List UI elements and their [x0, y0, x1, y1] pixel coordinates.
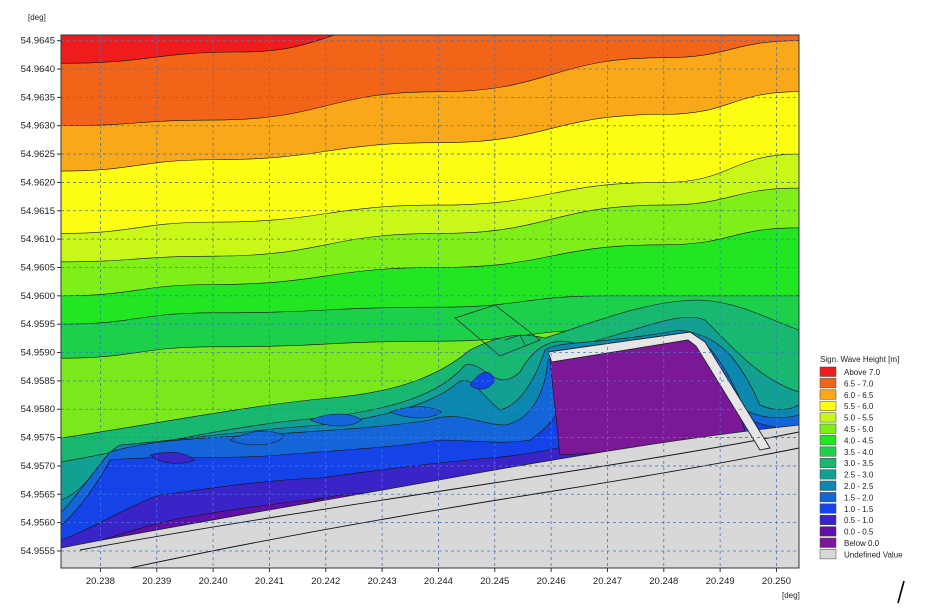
- legend-label: 6.5 - 7.0: [844, 379, 874, 388]
- legend-label: Undefined Value: [844, 550, 903, 559]
- legend-swatch: [819, 457, 837, 468]
- contour-band: [61, 35, 336, 64]
- y-tick-label: 54.9590: [21, 348, 55, 359]
- y-unit-label: [deg]: [28, 13, 46, 22]
- legend-swatch: [819, 366, 837, 377]
- legend-swatch: [819, 423, 837, 434]
- legend: Sign. Wave Height [m] Above 7.0 6.5 - 7.0…: [819, 355, 903, 560]
- legend-swatch: [819, 389, 837, 400]
- contour-bands: [61, 35, 799, 359]
- y-tick-label: 54.9600: [21, 291, 55, 302]
- legend-label: 4.5 - 5.0: [844, 425, 874, 434]
- y-tick-label: 54.9635: [21, 92, 55, 103]
- y-tick-label: 54.9555: [21, 546, 55, 557]
- y-tick-label: 54.9565: [21, 489, 55, 500]
- x-tick-label: 20.242: [311, 576, 340, 587]
- legend-label: 5.5 - 6.0: [844, 402, 874, 411]
- legend-label: 5.0 - 5.5: [844, 414, 874, 423]
- legend-swatch: [819, 435, 837, 446]
- surf-pocket: [309, 413, 363, 427]
- legend-swatch: [819, 412, 837, 423]
- legend-swatch: [819, 503, 837, 514]
- x-tick-label: 20.248: [649, 576, 678, 587]
- y-tick-label: 54.9615: [21, 206, 55, 217]
- legend-swatch: [819, 469, 837, 480]
- legend-label: 1.0 - 1.5: [844, 505, 874, 514]
- legend-label: 0.0 - 0.5: [844, 528, 874, 537]
- y-tick-label: 54.9640: [21, 64, 55, 75]
- y-tick-label: 54.9605: [21, 262, 55, 273]
- legend-label: 3.5 - 4.0: [844, 448, 874, 457]
- x-tick-label: 20.246: [537, 576, 566, 587]
- y-tick-label: 54.9595: [21, 319, 55, 330]
- x-tick-label: 20.238: [86, 576, 115, 587]
- legend-label: 1.5 - 2.0: [844, 493, 874, 502]
- legend-label: 3.0 - 3.5: [844, 459, 874, 468]
- contour-band: [61, 35, 799, 127]
- x-tick-label: 20.247: [593, 576, 622, 587]
- y-tick-label: 54.9630: [21, 121, 55, 132]
- legend-label: Above 7.0: [844, 368, 881, 377]
- y-tick-label: 54.9585: [21, 376, 55, 387]
- x-axis-ticks: 20.238 20.239 20.240 20.241 20.242 20.243 20.2…: [86, 568, 791, 587]
- y-tick-label: 54.9560: [21, 518, 55, 529]
- legend-swatch: [819, 492, 837, 503]
- surf-pocket: [149, 452, 196, 464]
- legend-swatch: [819, 514, 837, 525]
- x-tick-label: 20.244: [424, 576, 453, 587]
- land-region: [61, 424, 799, 568]
- legend-swatch: [819, 526, 837, 537]
- legend-swatch: [819, 480, 837, 491]
- plot-area: [61, 35, 799, 568]
- surf-pocket: [229, 430, 286, 446]
- legend-swatch: [819, 549, 837, 560]
- x-tick-label: 20.249: [706, 576, 735, 587]
- y-tick-label: 54.9570: [21, 461, 55, 472]
- road-line: [129, 447, 799, 568]
- x-tick-label: 20.245: [480, 576, 509, 587]
- y-axis-ticks: 54.9555 54.9560 54.9565 54.9570 54.9575 54.95…: [21, 36, 61, 557]
- legend-swatch: [819, 537, 837, 548]
- legend-label: 6.0 - 6.5: [844, 391, 874, 400]
- legend-label: 2.0 - 2.5: [844, 482, 874, 491]
- y-tick-label: 54.9620: [21, 177, 55, 188]
- x-tick-label: 20.243: [368, 576, 397, 587]
- legend-label: Below 0.0: [844, 539, 880, 548]
- coastline-line: [79, 431, 799, 551]
- x-tick-label: 20.241: [255, 576, 284, 587]
- structure-detail: [504, 334, 526, 346]
- y-tick-label: 54.9575: [21, 433, 55, 444]
- legend-swatch: [819, 446, 837, 457]
- grid-lines: [61, 35, 799, 568]
- land-fill: [61, 424, 799, 568]
- legend-title: Sign. Wave Height [m]: [820, 355, 899, 364]
- legend-swatch: [819, 400, 837, 411]
- breakwater-outline: [454, 304, 541, 357]
- x-tick-label: 20.250: [762, 576, 791, 587]
- legend-label: 2.5 - 3.0: [844, 471, 874, 480]
- stray-mark: [897, 580, 905, 604]
- pier-outline: [547, 331, 771, 451]
- legend-swatch: [819, 378, 837, 389]
- x-unit-label: [deg]: [782, 591, 800, 600]
- plot-frame: [60, 34, 800, 569]
- legend-label: 4.0 - 4.5: [844, 436, 874, 445]
- x-tick-label: 20.239: [142, 576, 171, 587]
- y-tick-label: 54.9625: [21, 149, 55, 160]
- x-tick-label: 20.240: [199, 576, 228, 587]
- y-tick-label: 54.9645: [21, 36, 55, 47]
- legend-label: 0.5 - 1.0: [844, 516, 874, 525]
- y-tick-label: 54.9610: [21, 234, 55, 245]
- y-tick-label: 54.9580: [21, 404, 55, 415]
- coastal-structures: [79, 304, 799, 568]
